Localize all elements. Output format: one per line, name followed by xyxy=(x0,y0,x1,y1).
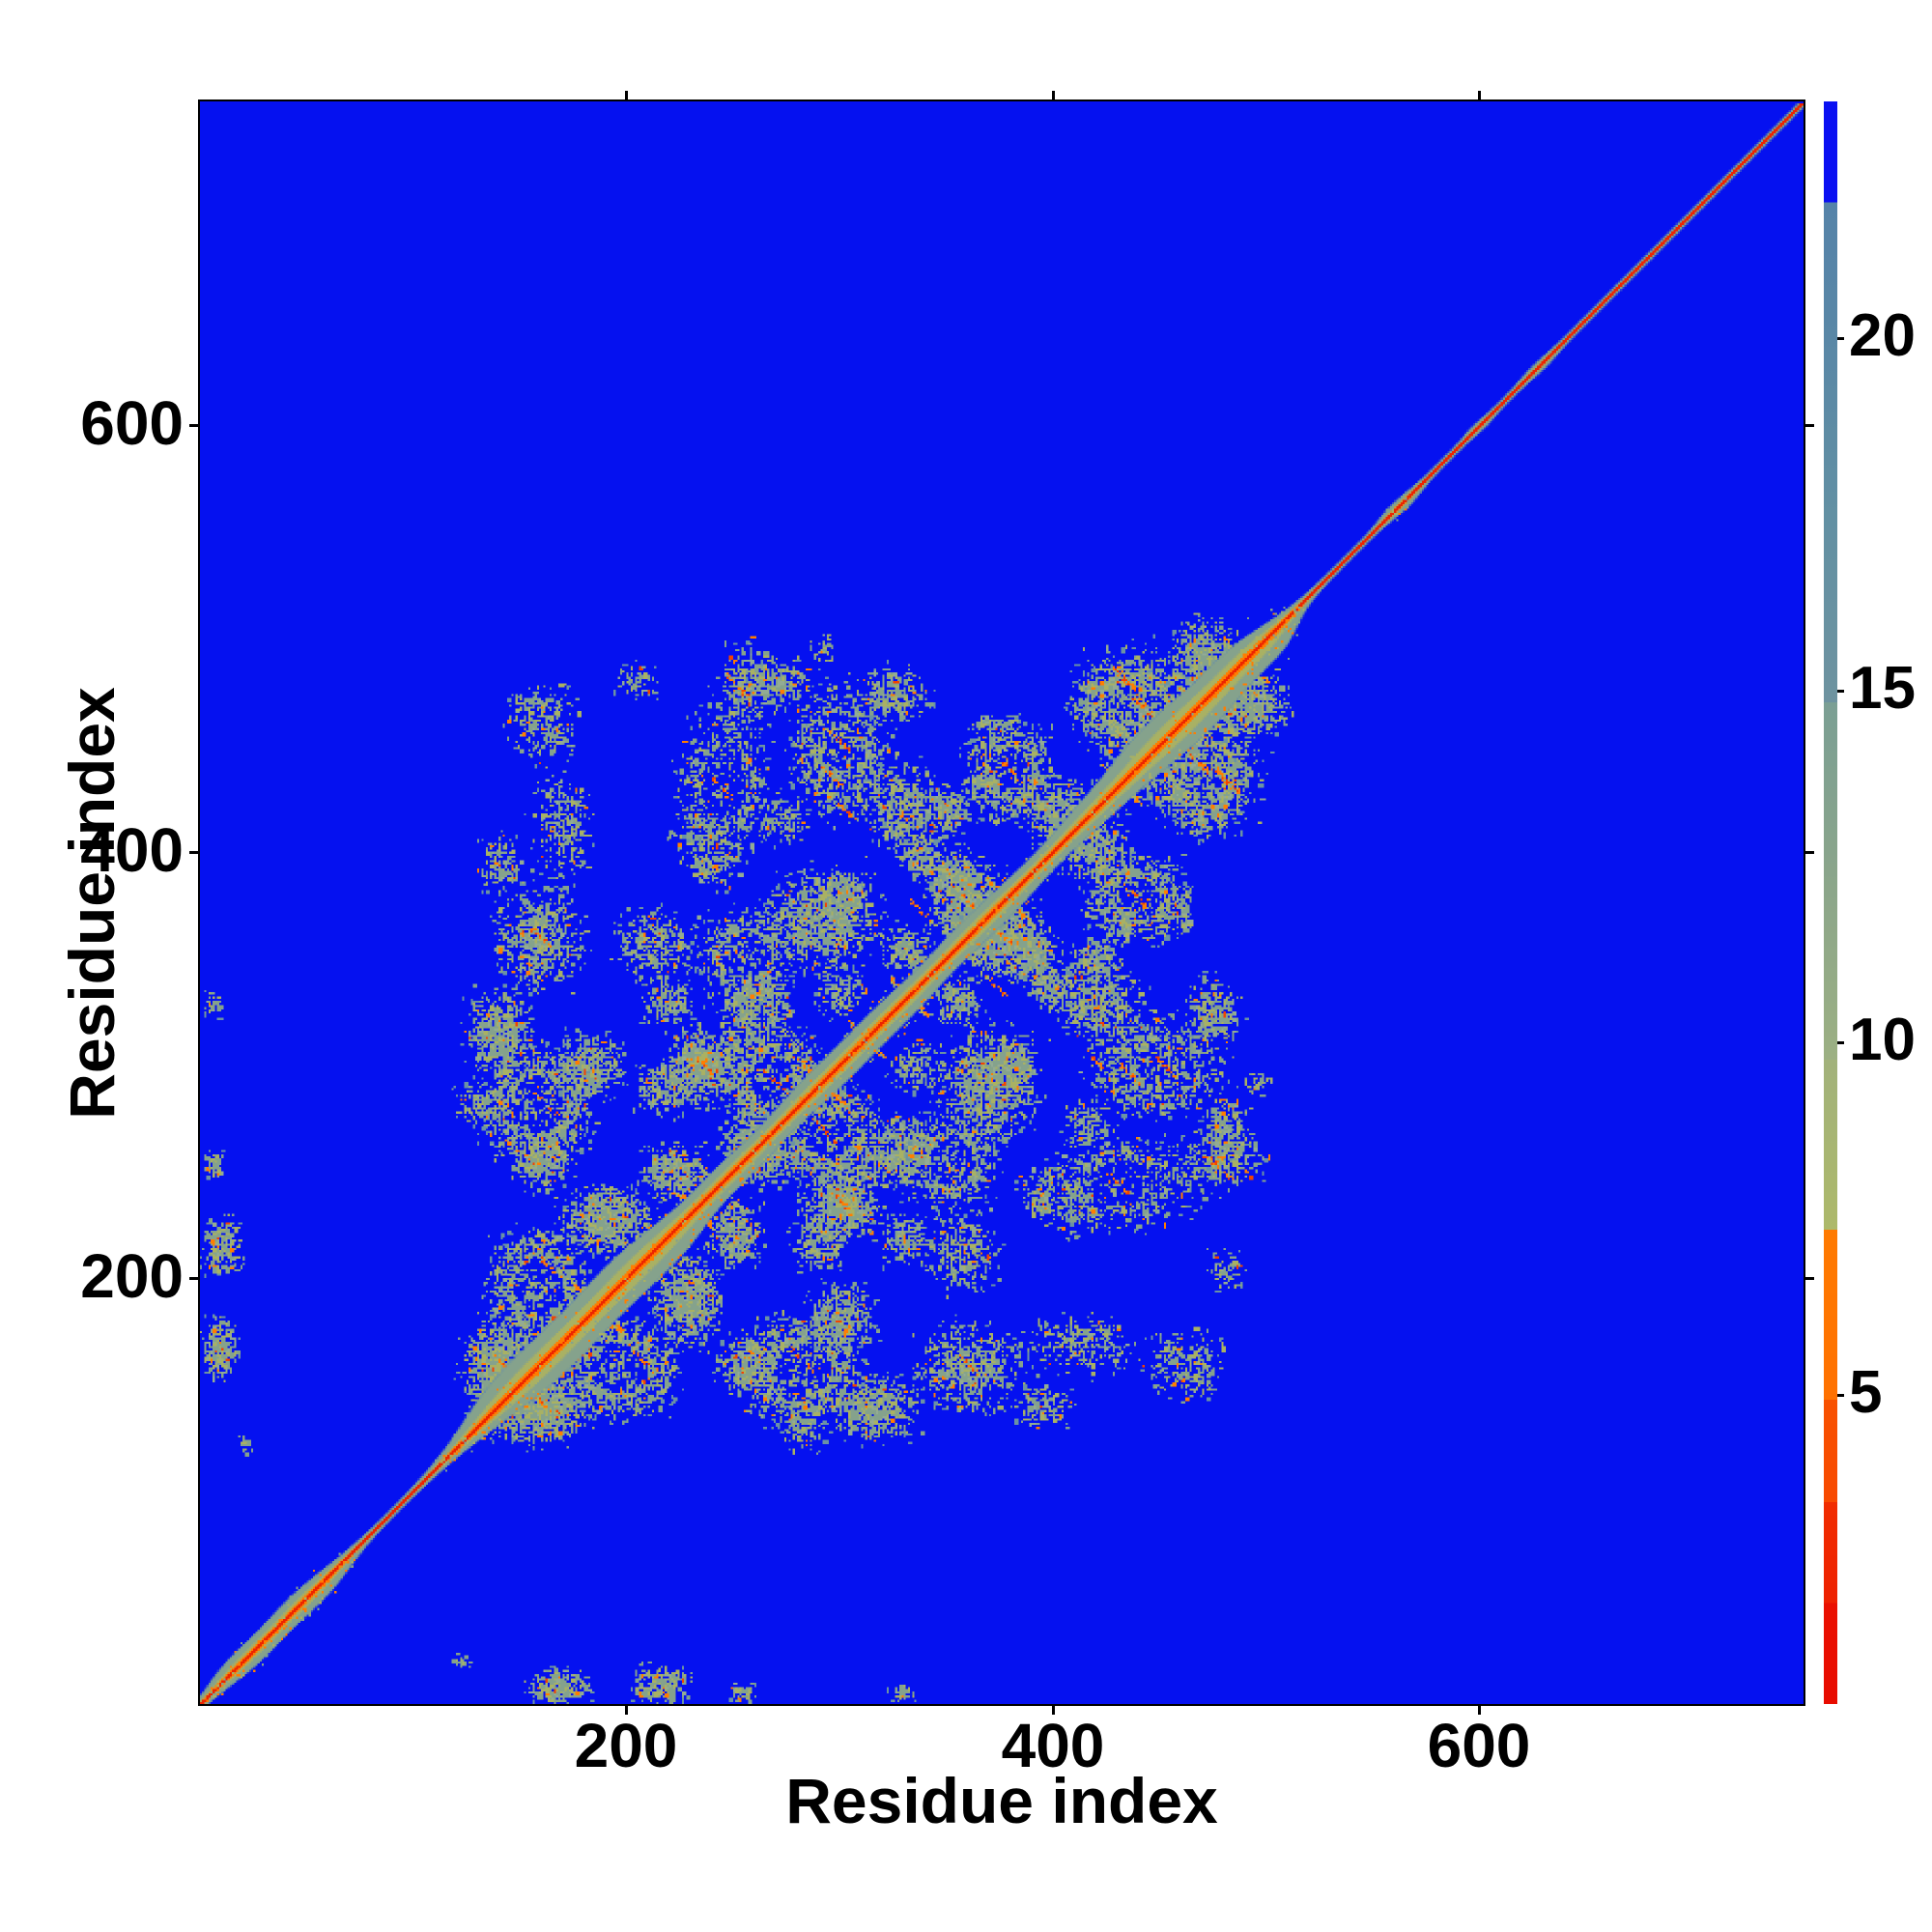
x-tick-label-400: 400 xyxy=(1001,1711,1105,1780)
tick-mark xyxy=(1478,91,1481,99)
colorbar-label-10: 10 xyxy=(1849,1007,1916,1073)
tick-mark xyxy=(625,91,628,99)
tick-mark xyxy=(1478,1706,1481,1715)
y-tick-label-600: 600 xyxy=(80,388,184,458)
y-axis-title: Residue index xyxy=(56,687,128,1120)
heatmap-canvas xyxy=(200,101,1804,1704)
plot-area xyxy=(198,99,1805,1706)
tick-mark xyxy=(1837,337,1844,340)
colorbar-label-15: 15 xyxy=(1849,655,1916,722)
x-tick-label-600: 600 xyxy=(1427,1711,1531,1780)
y-tick-label-200: 200 xyxy=(80,1241,184,1311)
tick-mark xyxy=(1805,1277,1814,1280)
tick-mark xyxy=(189,424,198,427)
tick-mark xyxy=(1805,424,1814,427)
y-tick-label-400: 400 xyxy=(80,815,184,885)
tick-mark xyxy=(1837,1394,1844,1397)
tick-mark xyxy=(1837,690,1844,693)
colorbar-label-20: 20 xyxy=(1849,302,1916,369)
x-tick-label-200: 200 xyxy=(574,1711,678,1780)
x-axis-title: Residue index xyxy=(785,1765,1218,1836)
tick-mark xyxy=(1052,1706,1055,1715)
tick-mark xyxy=(189,1277,198,1280)
tick-mark xyxy=(1837,1041,1844,1044)
tick-mark xyxy=(189,851,198,854)
tick-mark xyxy=(1052,91,1055,99)
colorbar-label-5: 5 xyxy=(1849,1359,1883,1426)
tick-mark xyxy=(1805,851,1814,854)
colorbar xyxy=(1824,101,1837,1704)
tick-mark xyxy=(625,1706,628,1715)
